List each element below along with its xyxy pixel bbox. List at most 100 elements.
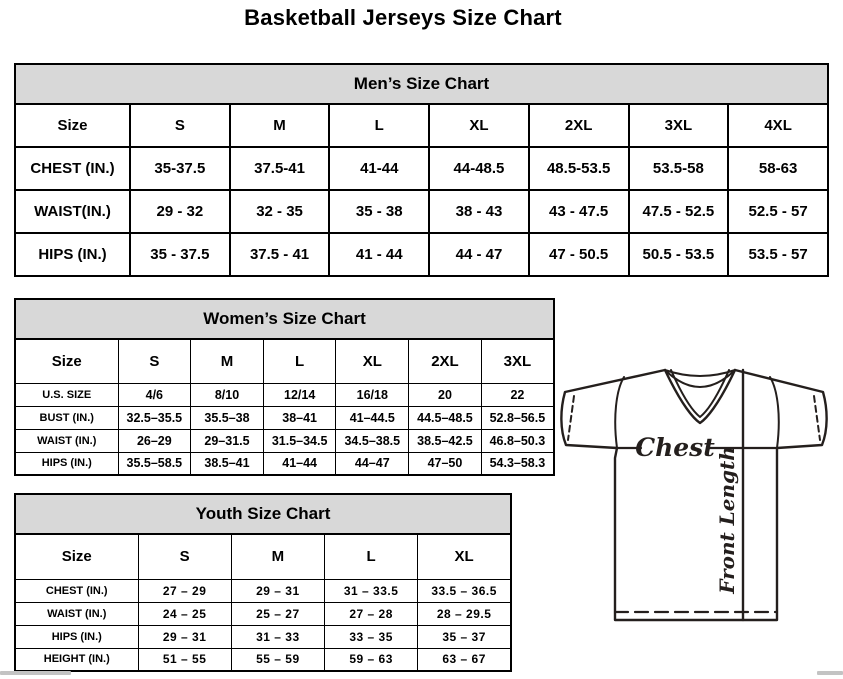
- jersey-collar-inner-v: [670, 369, 730, 418]
- table-row: HIPS (IN.) 35.5–58.5 38.5–41 41–44 44–47 47–5…: [14, 451, 555, 476]
- column-header: Size: [14, 103, 131, 148]
- size-value-cell: 24 – 25: [137, 601, 232, 626]
- size-value-cell: 35 - 38: [328, 189, 431, 234]
- size-value-cell: 38 - 43: [428, 189, 530, 234]
- horizontal-scrollbar-fragment-right[interactable]: [817, 671, 843, 675]
- jersey-backneck-arc-low: [664, 369, 736, 388]
- size-value-cell: 31.5–34.5: [262, 428, 337, 453]
- size-value-cell: 27 – 28: [323, 601, 419, 626]
- table-row: CHEST (IN.) 27 – 29 29 – 31 31 – 33.5 33.5 –…: [14, 578, 512, 603]
- size-value-cell: 41–44: [262, 451, 337, 476]
- size-value-cell: 44 - 47: [428, 232, 530, 277]
- column-header: L: [323, 533, 419, 580]
- size-value-cell: 41 - 44: [328, 232, 431, 277]
- size-value-cell: 50.5 - 53.5: [627, 232, 730, 277]
- size-value-cell: 31 – 33: [230, 624, 326, 649]
- header-row: Size S M L XL 2XL 3XL 4XL: [14, 103, 829, 148]
- size-value-cell: 8/10: [190, 382, 264, 407]
- size-value-cell: 33.5 – 36.5: [417, 578, 512, 603]
- size-value-cell: 44-48.5: [428, 146, 530, 191]
- page-title: Basketball Jerseys Size Chart: [244, 5, 562, 30]
- jersey-collar-outer-v: [663, 368, 737, 425]
- column-header: M: [230, 533, 326, 580]
- size-value-cell: 29 – 31: [230, 578, 326, 603]
- size-value-cell: 34.5–38.5: [335, 428, 410, 453]
- jersey-armhole-seam-right: [769, 376, 780, 449]
- size-value-cell: 25 – 27: [230, 601, 326, 626]
- column-header: 3XL: [627, 103, 730, 148]
- size-value-cell: 31 – 33.5: [323, 578, 419, 603]
- size-value-cell: 63 – 67: [417, 647, 512, 672]
- column-header: Size: [14, 338, 119, 384]
- size-value-cell: 4/6: [117, 382, 192, 407]
- column-header: Size: [14, 533, 139, 580]
- size-value-cell: 29–31.5: [190, 428, 264, 453]
- column-header: 3XL: [480, 338, 555, 384]
- table-row: WAIST (IN.) 26–29 29–31.5 31.5–34.5 34.5–38.…: [14, 428, 555, 453]
- table-row: HEIGHT (IN.) 51 – 55 55 – 59 59 – 63 63 – 67: [14, 647, 512, 672]
- front-length-label: Front Length: [715, 446, 739, 595]
- size-value-cell: 29 – 31: [137, 624, 232, 649]
- size-value-cell: 38–41: [262, 405, 337, 430]
- size-value-cell: 41-44: [328, 146, 431, 191]
- table-row: U.S. SIZE 4/6 8/10 12/14 16/18 20 22: [14, 382, 555, 407]
- table-row: HIPS (IN.) 35 - 37.5 37.5 - 41 41 - 44 44 - …: [14, 232, 829, 277]
- size-value-cell: 47.5 - 52.5: [627, 189, 730, 234]
- column-header: XL: [417, 533, 512, 580]
- row-label: HIPS (IN.): [14, 624, 139, 649]
- youth-size-chart-table: Youth Size Chart Size S M L XL CHEST (IN.) 27 …: [14, 493, 512, 672]
- size-value-cell: 37.5-41: [228, 146, 331, 191]
- womens-table-title: Women’s Size Chart: [14, 298, 555, 338]
- mens-size-chart-table: Men’s Size Chart Size S M L XL 2XL 3XL 4XL CHEST…: [14, 63, 829, 277]
- size-value-cell: 16/18: [335, 382, 410, 407]
- womens-table-grid: Size S M L XL 2XL 3XL U.S. SIZE 4/6 8/10 12/14 16/1…: [14, 338, 555, 476]
- size-value-cell: 32 - 35: [228, 189, 331, 234]
- row-label: WAIST(IN.): [14, 189, 131, 234]
- column-header: M: [228, 103, 331, 148]
- size-value-cell: 46.8–50.3: [480, 428, 555, 453]
- table-row: CHEST (IN.) 35-37.5 37.5-41 41-44 44-48.5 48.…: [14, 146, 829, 191]
- jersey-armhole-seam-left: [614, 376, 625, 449]
- size-value-cell: 53.5-58: [627, 146, 730, 191]
- row-label: HIPS (IN.): [14, 451, 119, 476]
- size-value-cell: 28 – 29.5: [417, 601, 512, 626]
- size-value-cell: 26–29: [117, 428, 192, 453]
- size-value-cell: 44.5–48.5: [408, 405, 482, 430]
- jersey-backneck-arc-high: [664, 369, 736, 377]
- size-value-cell: 48.5-53.5: [527, 146, 630, 191]
- header-row: Size S M L XL: [14, 533, 512, 580]
- table-row: WAIST (IN.) 24 – 25 25 – 27 27 – 28 28 – 29.…: [14, 601, 512, 626]
- size-value-cell: 44–47: [335, 451, 410, 476]
- row-label: BUST (IN.): [14, 405, 119, 430]
- row-label: CHEST (IN.): [14, 146, 131, 191]
- size-value-cell: 58-63: [727, 146, 829, 191]
- column-header: 2XL: [527, 103, 630, 148]
- horizontal-scrollbar-fragment-left[interactable]: [0, 671, 71, 675]
- column-header: L: [262, 338, 337, 384]
- row-label: CHEST (IN.): [14, 578, 139, 603]
- size-value-cell: 52.8–56.5: [480, 405, 555, 430]
- jersey-cuff-dashes-right: [813, 395, 821, 441]
- size-value-cell: 35.5–58.5: [117, 451, 192, 476]
- size-value-cell: 52.5 - 57: [727, 189, 829, 234]
- header-row: Size S M L XL 2XL 3XL: [14, 338, 555, 384]
- size-value-cell: 20: [408, 382, 482, 407]
- column-header: S: [117, 338, 192, 384]
- column-header: XL: [428, 103, 530, 148]
- size-value-cell: 33 – 35: [323, 624, 419, 649]
- size-value-cell: 38.5–42.5: [408, 428, 482, 453]
- row-label: U.S. SIZE: [14, 382, 119, 407]
- size-value-cell: 12/14: [262, 382, 337, 407]
- size-value-cell: 35 - 37.5: [129, 232, 231, 277]
- row-label: WAIST (IN.): [14, 601, 139, 626]
- size-value-cell: 51 – 55: [137, 647, 232, 672]
- row-label: HIPS (IN.): [14, 232, 131, 277]
- size-value-cell: 41–44.5: [335, 405, 410, 430]
- size-value-cell: 47 - 50.5: [527, 232, 630, 277]
- table-row: HIPS (IN.) 29 – 31 31 – 33 33 – 35 35 – 37: [14, 624, 512, 649]
- size-value-cell: 35-37.5: [129, 146, 231, 191]
- table-row: WAIST(IN.) 29 - 32 32 - 35 35 - 38 38 - 43 43…: [14, 189, 829, 234]
- size-value-cell: 37.5 - 41: [228, 232, 331, 277]
- column-header: M: [190, 338, 264, 384]
- chest-label: Chest: [635, 433, 715, 462]
